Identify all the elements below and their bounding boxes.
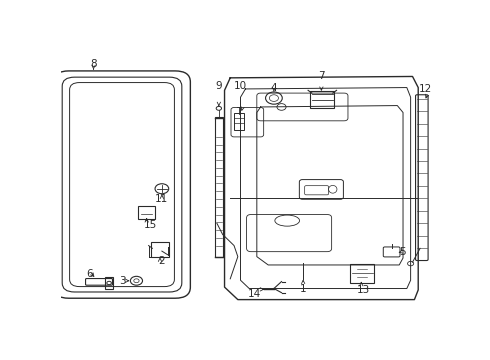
Text: 6: 6 xyxy=(86,269,93,279)
Text: 2: 2 xyxy=(159,256,165,266)
Text: 10: 10 xyxy=(234,81,247,91)
Text: 3: 3 xyxy=(120,276,126,286)
Text: 8: 8 xyxy=(90,59,97,69)
Text: 11: 11 xyxy=(155,194,169,204)
Text: 13: 13 xyxy=(357,285,370,295)
Text: 1: 1 xyxy=(300,284,306,293)
Text: 12: 12 xyxy=(419,84,433,94)
Text: 14: 14 xyxy=(248,289,262,299)
Text: 15: 15 xyxy=(144,220,157,230)
Text: 4: 4 xyxy=(270,82,277,93)
Text: 5: 5 xyxy=(399,247,406,257)
Text: 7: 7 xyxy=(318,71,325,81)
Text: 9: 9 xyxy=(216,81,222,91)
